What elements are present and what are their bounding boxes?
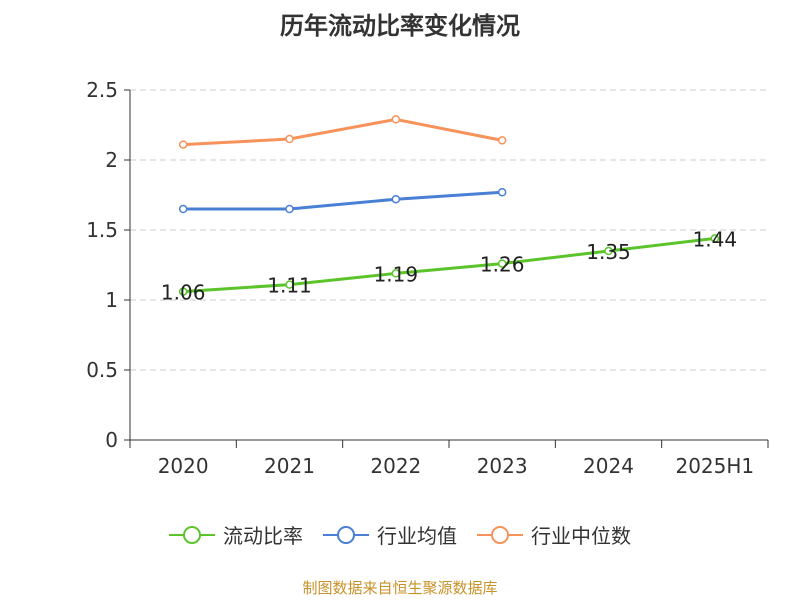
data-label: 1.19 (374, 262, 419, 286)
series-line-2 (183, 117, 503, 147)
data-label: 1.44 (693, 227, 738, 251)
axes: 0 0.5 1 1.5 2 2.5 2020 2021 2022 2023 2024 2025H1 (86, 78, 769, 478)
legend-item-industry-mean[interactable]: 行业均值 (323, 520, 457, 549)
legend-label-current-ratio: 流动比率 (223, 524, 303, 548)
legend: 流动比率 行业均值 行业中位数 (0, 520, 800, 549)
data-point (178, 140, 188, 149)
legend-label-industry-median: 行业中位数 (531, 524, 631, 548)
data-point (285, 280, 294, 289)
series-lines (178, 115, 720, 296)
legend-marker-current-ratio (169, 525, 215, 544)
x-tick-label: 2021 (264, 454, 315, 478)
gridlines (130, 89, 768, 371)
y-tick-label: 1 (105, 288, 118, 312)
data-point (178, 287, 188, 296)
data-source: 制图数据来自恒生聚源数据库 (302, 579, 498, 597)
y-tick-label: 2 (105, 148, 118, 172)
data-point (391, 269, 401, 278)
data-point (710, 234, 720, 243)
y-tick-label: 0.5 (86, 358, 118, 382)
y-tick-label: 0 (105, 428, 118, 452)
x-tick-label: 2020 (158, 454, 209, 478)
data-label: 1.06 (161, 281, 206, 305)
x-tick-label: 2024 (583, 454, 634, 478)
series-line-0 (183, 236, 716, 294)
data-point (497, 187, 507, 197)
x-tick-label: 2025H1 (675, 454, 754, 478)
data-label: 1.26 (480, 253, 525, 277)
data-point (285, 204, 294, 214)
x-tick-label: 2023 (477, 454, 528, 478)
data-labels: 1.06 1.11 1.19 1.26 1.35 1.44 (161, 227, 737, 304)
legend-item-current-ratio[interactable]: 流动比率 (169, 520, 303, 549)
legend-marker-industry-mean (323, 525, 369, 544)
chart-title: 历年流动比率变化情况 (280, 12, 520, 40)
x-tick-label: 2022 (370, 454, 421, 478)
data-point (178, 204, 188, 214)
legend-label-industry-mean: 行业均值 (377, 524, 457, 548)
data-point (497, 136, 507, 145)
data-point (391, 194, 401, 204)
data-point (285, 134, 294, 144)
y-tick-label: 2.5 (86, 78, 118, 102)
data-label: 1.35 (586, 240, 631, 264)
series-line-1 (183, 190, 503, 211)
data-point (497, 259, 507, 268)
data-point (391, 115, 401, 124)
legend-marker-industry-median (477, 525, 523, 544)
y-tick-label: 1.5 (86, 218, 118, 242)
legend-item-industry-median[interactable]: 行业中位数 (477, 520, 631, 549)
data-point (604, 246, 613, 256)
data-label: 1.11 (267, 274, 312, 298)
